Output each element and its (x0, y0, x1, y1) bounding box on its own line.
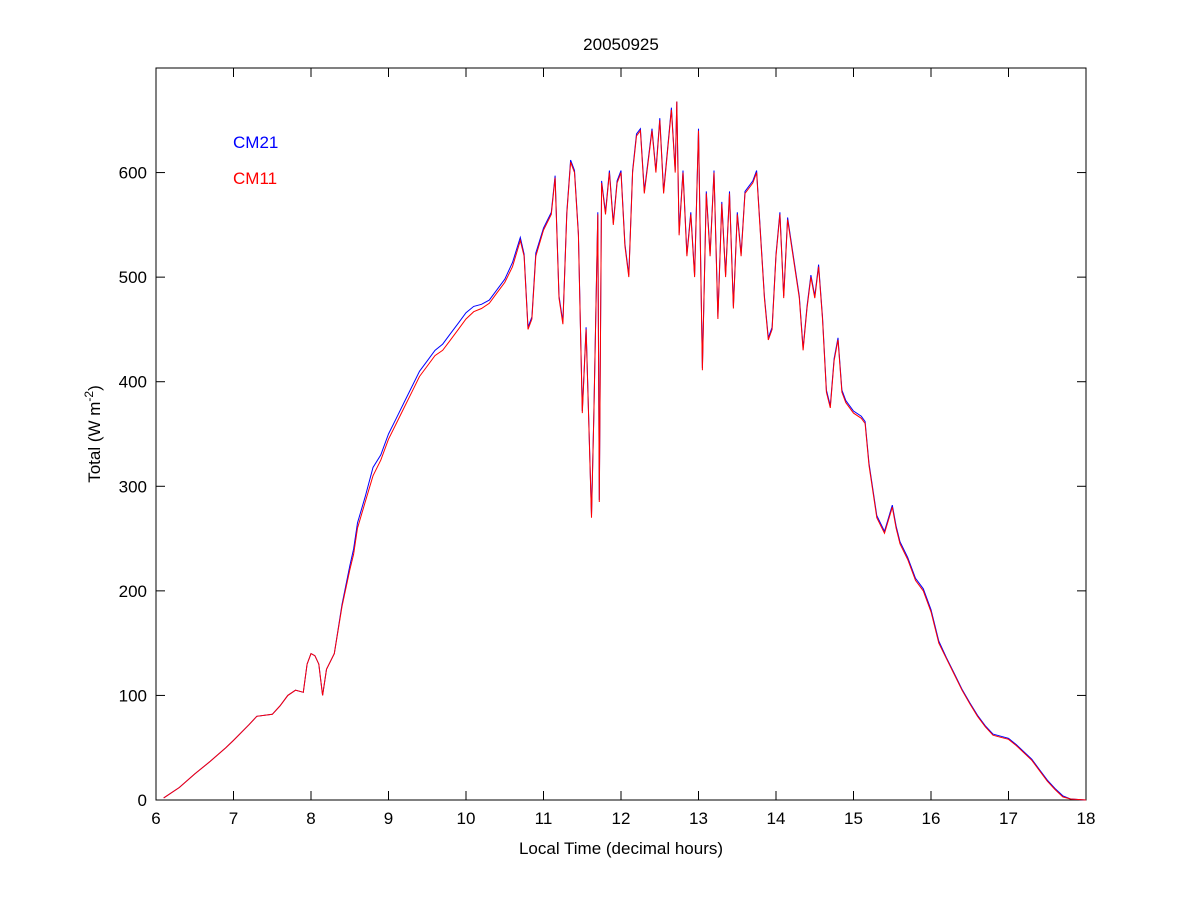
y-tick-label: 0 (138, 791, 147, 810)
x-tick-label: 12 (612, 809, 631, 828)
legend-cm21: CM21 (233, 133, 278, 152)
chart-title: 20050925 (583, 35, 659, 54)
y-axis-label-end: ) (85, 385, 104, 391)
y-tick-label: 300 (119, 477, 147, 496)
x-tick-label: 13 (689, 809, 708, 828)
x-tick-label: 10 (457, 809, 476, 828)
y-tick-label: 200 (119, 582, 147, 601)
series-line-cm21 (163, 101, 1087, 801)
y-tick-label: 100 (119, 686, 147, 705)
legend-cm11: CM11 (233, 169, 277, 188)
y-tick-label: 500 (119, 268, 147, 287)
y-tick-label: 600 (119, 164, 147, 183)
series-line-cm11 (163, 101, 1087, 801)
plot-area (155, 67, 1087, 801)
axis-ticks: 6 7 8 9 10 11 12 13 14 15 16 17 18 0 100 200 300 400 500 60… (119, 68, 1096, 828)
x-tick-label: 11 (535, 809, 553, 828)
x-tick-label: 18 (1077, 809, 1096, 828)
x-tick-label: 15 (844, 809, 863, 828)
y-axis-label-main: Total (W m (85, 402, 104, 483)
x-tick-label: 8 (306, 809, 315, 828)
x-axis-label: Local Time (decimal hours) (519, 839, 723, 858)
x-tick-label: 14 (767, 809, 786, 828)
y-axis-label-sup: -2 (82, 391, 96, 402)
x-tick-label: 6 (151, 809, 160, 828)
y-axis-label: Total (W m-2) (82, 385, 104, 483)
x-tick-label: 7 (229, 809, 238, 828)
x-tick-label: 9 (384, 809, 393, 828)
x-tick-label: 16 (922, 809, 941, 828)
x-tick-label: 17 (999, 809, 1018, 828)
y-tick-label: 400 (119, 373, 147, 392)
series-lines (163, 101, 1087, 801)
